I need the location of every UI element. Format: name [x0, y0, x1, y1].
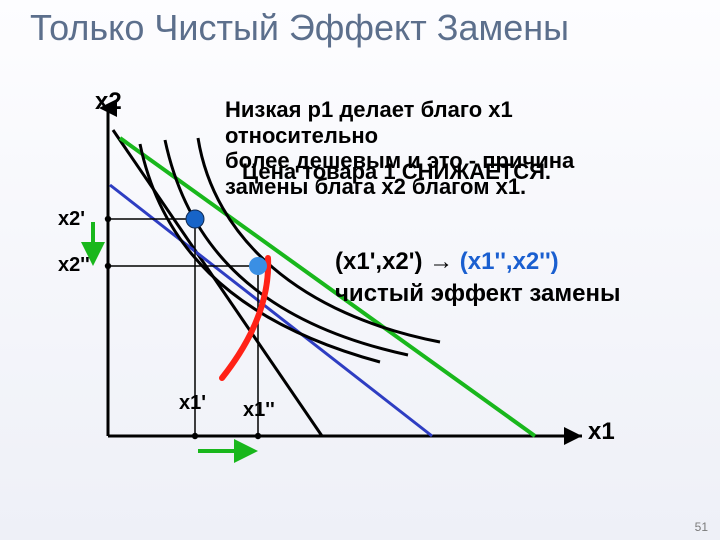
caption-line1: Низкая p1 делает благо x1: [225, 97, 513, 122]
tick-dot: [255, 433, 261, 439]
page-number: 51: [695, 520, 708, 534]
formula-right: (x1'',x2''): [460, 248, 559, 275]
x-axis-label: x1: [588, 420, 615, 444]
formula-left: (x1',x2') →: [335, 248, 460, 275]
tick-x1p: x1': [179, 393, 206, 413]
tick-x2p: x2': [58, 208, 85, 231]
tick-x1pp: x1'': [243, 399, 275, 422]
caption-overlap: Цена товара 1 СНИЖАЕТСЯ.: [242, 159, 551, 185]
caption-line2: относительно: [225, 123, 378, 148]
tick-dot: [192, 433, 198, 439]
point-p2: [249, 257, 267, 275]
point-p1: [186, 210, 204, 228]
y-axis-label: x2: [95, 90, 122, 114]
formula-sub: чистый эффект замены: [335, 280, 620, 308]
tick-dot: [105, 216, 111, 222]
tick-dot: [105, 263, 111, 269]
tick-x2pp: x2'': [58, 255, 90, 275]
formula-line: (x1',x2') → (x1'',x2''): [335, 248, 559, 276]
